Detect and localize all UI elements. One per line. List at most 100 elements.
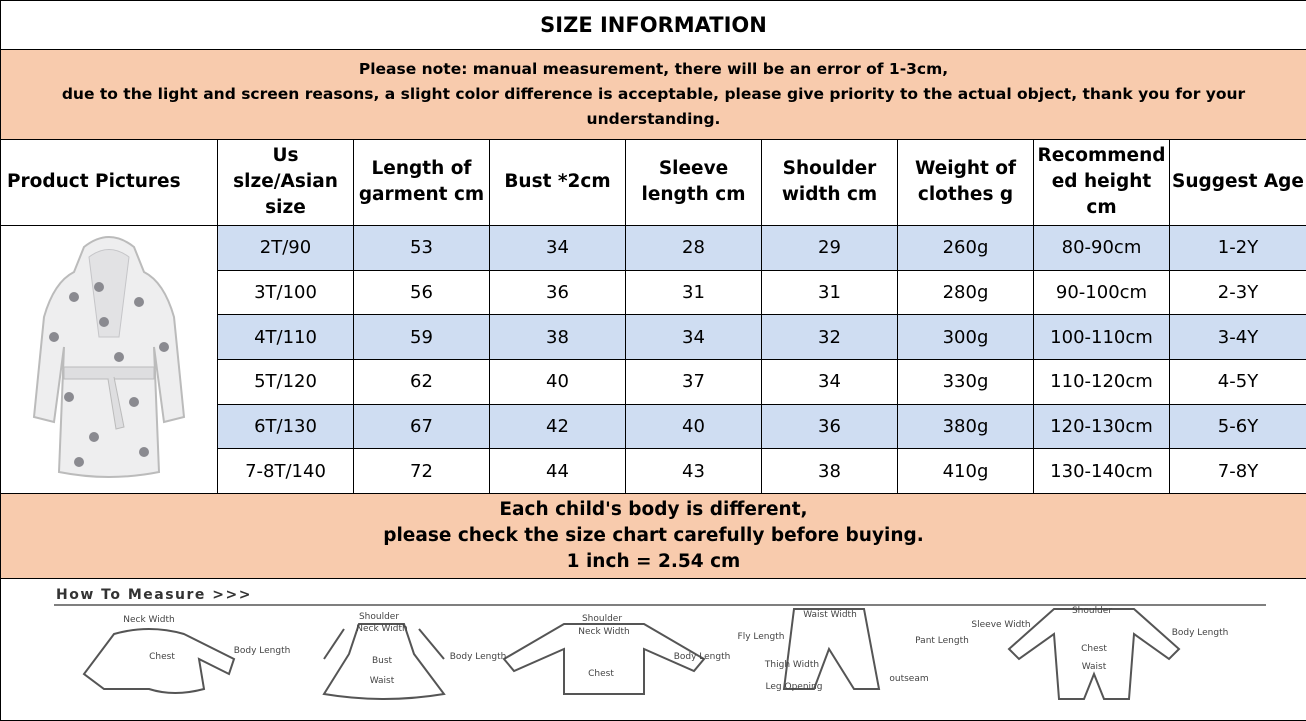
data-cell: 40 <box>489 358 626 405</box>
data-cell: 7-8T/140 <box>217 448 354 494</box>
data-cell: 90-100cm <box>1033 269 1170 316</box>
measure-label: Waist <box>369 676 394 686</box>
note: Please note: manual measurement, there w… <box>0 49 1306 141</box>
data-cell: 56 <box>353 269 490 316</box>
measure-label: Body Length <box>673 652 730 662</box>
footer-line: Each child's body is different, <box>499 498 808 520</box>
data-cell: 36 <box>761 403 898 450</box>
measure-label: Chest <box>1081 644 1107 654</box>
data-cell: 38 <box>761 448 898 494</box>
data-cell: 32 <box>761 314 898 360</box>
data-cell: 410g <box>897 448 1034 494</box>
data-row: 7-8T/140 72 44 43 38 410g 130-140cm 7-8Y <box>1 448 1306 494</box>
data-cell: 7-8Y <box>1169 448 1306 494</box>
data-cell: 38 <box>489 314 626 360</box>
measure-label: Shoulder <box>358 612 398 622</box>
data-cell: 1-2Y <box>1169 224 1306 271</box>
data-cell: 42 <box>489 403 626 450</box>
measure-label: Neck Width <box>123 615 174 625</box>
data-cell: 130-140cm <box>1033 448 1170 494</box>
garment-outline <box>782 608 880 691</box>
data-cell: 72 <box>353 448 490 494</box>
data-row: 4T/110 59 38 34 32 300g 100-110cm 3-4Y <box>1 314 1306 360</box>
measure-label: outseam <box>889 674 928 684</box>
data-cell: 34 <box>489 224 626 271</box>
data-cell: 28 <box>625 224 762 271</box>
title: SIZE INFORMATION <box>0 0 1306 51</box>
robe-image <box>32 235 186 478</box>
footer-row: Each child's body is different, please ch… <box>0 493 1306 579</box>
garment-outline <box>1007 608 1180 701</box>
data-cell: 300g <box>897 314 1034 360</box>
measure-row: How To Measure >>> Neck Width Chest Body Le… <box>0 577 1306 721</box>
footer-line: 1 inch = 2.54 cm <box>566 550 741 572</box>
data-row: 2T/90 53 34 28 29 260g 80-90cm 1-2Y <box>0 224 1306 495</box>
data-cell: 2T/90 <box>217 224 354 271</box>
data-cell: 4T/110 <box>217 314 354 360</box>
data-cell: 280g <box>897 269 1034 316</box>
measure-label: Leg Opening <box>765 682 822 692</box>
header-cell: Length of garment cm <box>353 139 490 226</box>
measure-label: Fly Length <box>737 632 784 642</box>
garment-outline <box>82 628 235 695</box>
data-cell: 3-4Y <box>1169 314 1306 360</box>
data-cell: 44 <box>489 448 626 494</box>
footer-line: please check the size chart carefully be… <box>383 524 924 546</box>
data-cell: 330g <box>897 358 1034 405</box>
header-row: Product Pictures Us slze/Asian size Length… <box>0 139 1306 226</box>
garment-outline <box>321 623 446 701</box>
measure-label: Body Length <box>449 652 506 662</box>
measure-label: Shoulder <box>1071 606 1111 616</box>
data-cell: 3T/100 <box>217 269 354 316</box>
data-row: 5T/120 62 40 37 34 330g 110-120cm 4-5Y <box>1 358 1306 405</box>
header-cell: Product Pictures <box>0 139 218 226</box>
data-cell: 6T/130 <box>217 403 354 450</box>
data-row: 6T/130 67 42 40 36 380g 120-130cm 5-6Y <box>1 403 1306 450</box>
measure-label: Thigh Width <box>763 660 818 670</box>
data-cell: 34 <box>761 358 898 405</box>
measure-label: Shoulder <box>581 614 621 624</box>
product-picture <box>0 224 218 495</box>
measure-title: How To Measure >>> <box>56 587 252 603</box>
data-cell: 80-90cm <box>1033 224 1170 271</box>
footer: Each child's body is different, please ch… <box>0 493 1306 579</box>
measure-label: Waist <box>1081 662 1106 672</box>
measure: How To Measure >>> Neck Width Chest Body Le… <box>0 577 1306 721</box>
data-cell: 100-110cm <box>1033 314 1170 360</box>
data-cell: 53 <box>353 224 490 271</box>
measure-label: Sleeve Width <box>971 620 1030 630</box>
data-cell: 34 <box>625 314 762 360</box>
data-cell: 31 <box>761 269 898 316</box>
measure-label: Waist Width <box>803 610 857 620</box>
data-cell: 5-6Y <box>1169 403 1306 450</box>
header-cell: Suggest Age <box>1169 139 1306 226</box>
data-cell: 40 <box>625 403 762 450</box>
note-row: Please note: manual measurement, there w… <box>0 49 1306 141</box>
header-cell: Us slze/Asian size <box>217 139 354 226</box>
data-cell: 29 <box>761 224 898 271</box>
data-cell: 37 <box>625 358 762 405</box>
measure-label: Bust <box>371 656 392 666</box>
garment-outline <box>501 623 706 696</box>
header-cell: Sleeve length cm <box>625 139 762 226</box>
data-cell: 36 <box>489 269 626 316</box>
data-cell: 2-3Y <box>1169 269 1306 316</box>
measure-label: Chest <box>149 652 175 662</box>
data-cell: 120-130cm <box>1033 403 1170 450</box>
measure-diagram: How To Measure >>> Neck Width Chest Body Le… <box>53 587 1266 701</box>
header-cell: Recommended height cm <box>1033 139 1170 226</box>
data-cell: 62 <box>353 358 490 405</box>
note-line: due to the light and screen reasons, a s… <box>61 85 1246 129</box>
measure-label: Chest <box>588 669 614 679</box>
header-cell: Weight of clothes g <box>897 139 1034 226</box>
data-cell: 4-5Y <box>1169 358 1306 405</box>
measure-label: Body Length <box>233 646 290 656</box>
data-cell: 110-120cm <box>1033 358 1170 405</box>
data-cell: 380g <box>897 403 1034 450</box>
data-cell: 5T/120 <box>217 358 354 405</box>
data-cell: 260g <box>897 224 1034 271</box>
note-line: Please note: manual measurement, there w… <box>358 60 949 79</box>
